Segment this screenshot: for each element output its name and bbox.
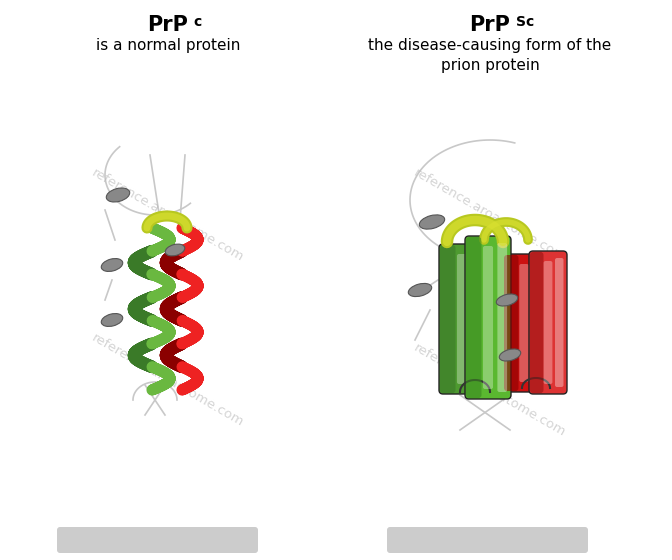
Ellipse shape [499, 349, 521, 361]
Text: reference.aroadtome.com: reference.aroadtome.com [89, 166, 247, 264]
FancyBboxPatch shape [544, 261, 552, 384]
Ellipse shape [101, 314, 123, 326]
FancyBboxPatch shape [440, 245, 456, 393]
Text: Sc: Sc [516, 15, 534, 29]
Ellipse shape [409, 283, 431, 297]
FancyBboxPatch shape [519, 264, 529, 382]
FancyBboxPatch shape [508, 258, 544, 390]
FancyBboxPatch shape [470, 240, 510, 397]
Text: PrP: PrP [470, 15, 511, 35]
Ellipse shape [419, 215, 445, 229]
Text: reference.aroadtome.com: reference.aroadtome.com [412, 166, 569, 264]
FancyBboxPatch shape [387, 527, 588, 553]
FancyBboxPatch shape [57, 527, 258, 553]
Text: the disease-causing form of the: the disease-causing form of the [368, 38, 612, 53]
FancyBboxPatch shape [497, 243, 507, 392]
Text: c: c [193, 15, 201, 29]
FancyBboxPatch shape [457, 254, 467, 384]
FancyBboxPatch shape [504, 255, 519, 391]
FancyBboxPatch shape [466, 237, 482, 398]
Ellipse shape [497, 294, 517, 306]
FancyBboxPatch shape [471, 251, 481, 387]
Text: PrP: PrP [148, 15, 188, 35]
Text: reference.aroadtome.com: reference.aroadtome.com [89, 331, 247, 429]
FancyBboxPatch shape [530, 252, 544, 393]
FancyBboxPatch shape [483, 246, 493, 389]
FancyBboxPatch shape [534, 255, 566, 392]
Ellipse shape [165, 244, 185, 256]
Ellipse shape [106, 188, 130, 202]
Text: reference.aroadtome.com: reference.aroadtome.com [412, 341, 569, 439]
Ellipse shape [101, 259, 123, 272]
FancyBboxPatch shape [555, 258, 564, 387]
FancyBboxPatch shape [439, 244, 485, 394]
Text: prion protein: prion protein [441, 58, 540, 73]
FancyBboxPatch shape [503, 254, 545, 392]
Text: is a normal protein: is a normal protein [96, 38, 240, 53]
FancyBboxPatch shape [529, 251, 567, 394]
FancyBboxPatch shape [465, 236, 511, 399]
FancyBboxPatch shape [532, 261, 542, 385]
FancyBboxPatch shape [444, 248, 484, 392]
